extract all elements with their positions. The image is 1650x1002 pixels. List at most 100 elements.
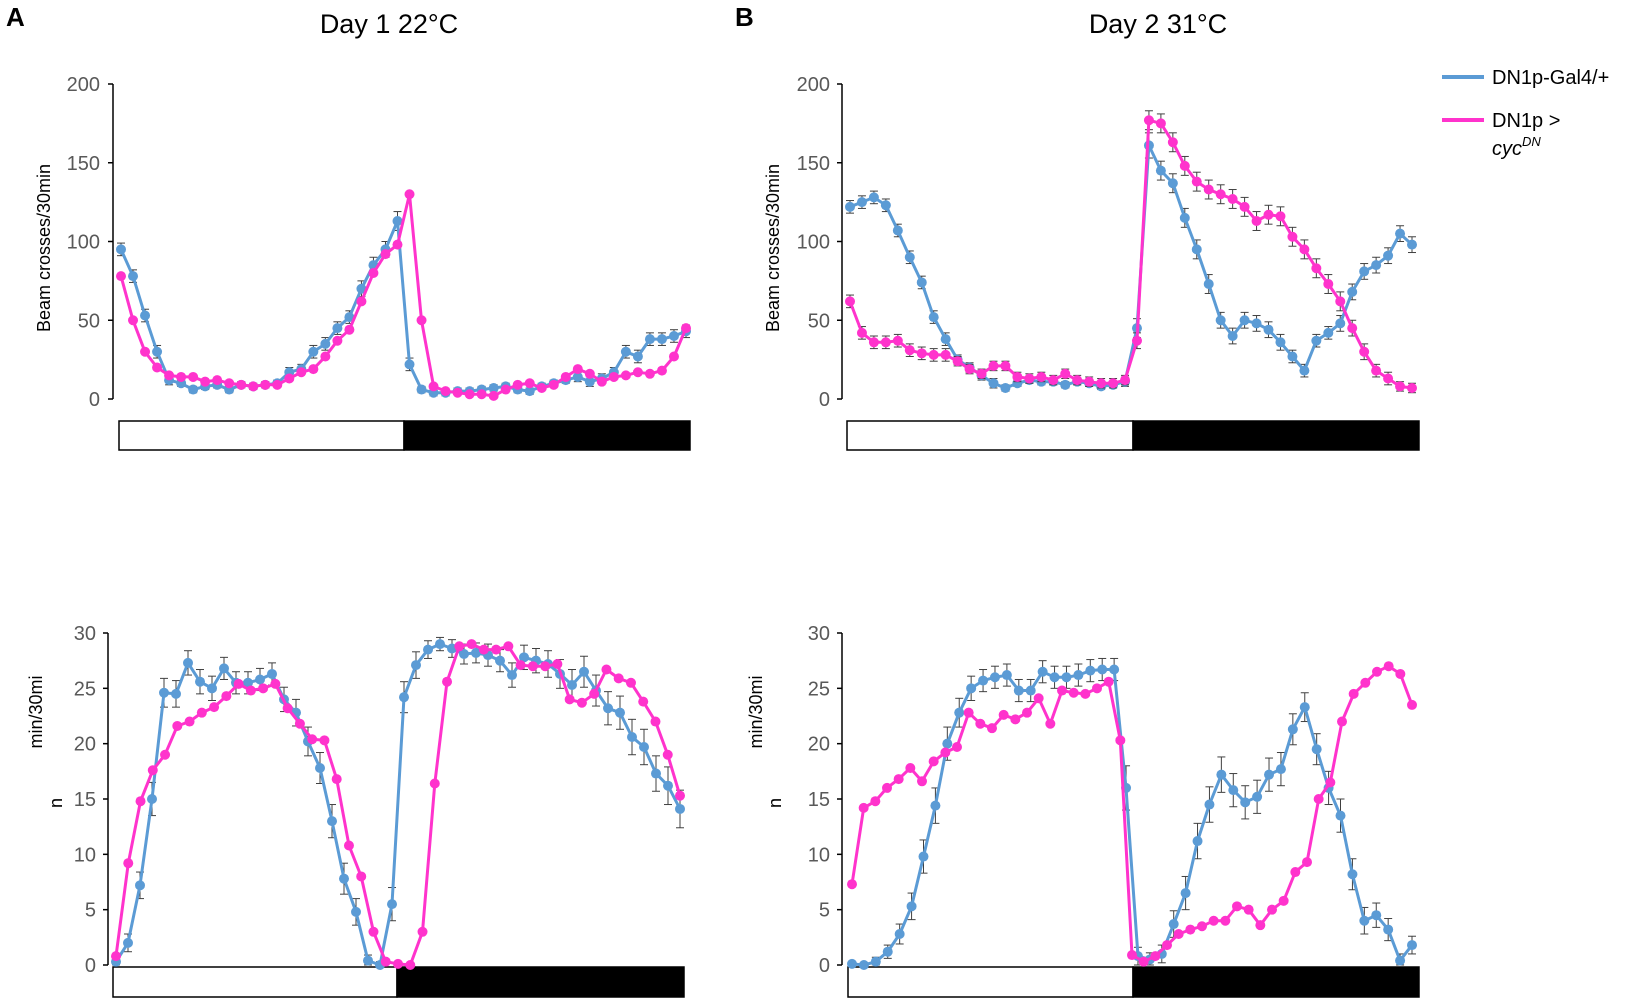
data-point — [638, 696, 649, 707]
data-point — [1155, 118, 1166, 129]
data-point — [417, 926, 428, 937]
plots: 0 50 100 150 200 0 50 100 150 200 0 5 10 15 20 25 30 0 5 10… — [67, 74, 1417, 977]
data-point — [1323, 279, 1334, 290]
data-point — [221, 691, 232, 702]
y-tick-label: 100 — [67, 232, 100, 254]
data-point — [270, 678, 281, 689]
data-point — [952, 356, 963, 367]
data-point — [1313, 794, 1324, 804]
y-tick-label: 25 — [808, 678, 830, 700]
data-point — [662, 749, 673, 760]
data-point — [1299, 702, 1310, 713]
data-point — [128, 271, 139, 282]
data-point — [500, 384, 511, 395]
data-point — [1347, 286, 1358, 297]
data-point — [1239, 201, 1250, 212]
y-tick-label: 0 — [89, 389, 100, 411]
data-point — [1323, 327, 1334, 338]
series-control — [111, 636, 685, 970]
panel-title-b: Day 2 31°C — [1089, 9, 1227, 39]
dark-phase-bar — [403, 420, 691, 451]
data-point — [1045, 718, 1056, 729]
data-point — [392, 239, 403, 250]
data-point — [1347, 323, 1358, 334]
data-point — [942, 738, 953, 749]
data-point — [411, 660, 421, 671]
data-point — [856, 197, 867, 208]
data-point — [416, 384, 427, 395]
data-point — [524, 386, 535, 397]
dark-phase-bar — [1132, 420, 1420, 451]
data-point — [987, 723, 997, 734]
data-point — [188, 371, 199, 382]
data-point — [1103, 676, 1114, 687]
data-point — [1383, 924, 1394, 935]
data-point — [1395, 228, 1406, 239]
data-point — [320, 351, 331, 362]
data-point — [1251, 216, 1262, 227]
data-point — [1220, 915, 1231, 926]
data-point — [845, 296, 855, 307]
data-point — [1138, 956, 1149, 967]
data-point — [315, 763, 325, 774]
data-point — [1167, 137, 1178, 148]
y-tick-label: 200 — [67, 74, 100, 96]
data-point — [858, 960, 869, 970]
y-tick-label: 25 — [74, 678, 96, 700]
data-point — [171, 688, 181, 699]
dark-phase-bar — [396, 966, 685, 998]
data-point — [405, 960, 416, 970]
data-point — [650, 716, 661, 727]
data-point — [344, 324, 355, 335]
data-point — [116, 271, 126, 282]
data-point — [579, 666, 589, 677]
light-phase-bar — [846, 420, 1134, 451]
data-point — [454, 641, 465, 652]
data-point — [906, 901, 917, 912]
data-point — [123, 937, 133, 948]
data-point — [656, 334, 667, 345]
data-point — [1371, 260, 1382, 271]
data-point — [940, 334, 951, 345]
data-point — [940, 349, 951, 360]
data-point — [1240, 797, 1251, 808]
data-point — [589, 688, 600, 699]
data-point — [296, 367, 307, 378]
data-point — [928, 312, 939, 323]
data-point — [627, 732, 637, 743]
data-point — [870, 796, 881, 807]
data-point — [847, 879, 857, 890]
panel-letter-a: A — [6, 2, 25, 32]
data-point — [1000, 382, 1011, 393]
data-point — [1012, 371, 1023, 382]
data-point — [356, 871, 367, 882]
data-point — [332, 323, 343, 334]
data-point — [1024, 373, 1035, 384]
data-point — [905, 763, 916, 774]
data-point — [435, 639, 445, 650]
data-point — [540, 661, 551, 672]
data-point — [1191, 176, 1202, 187]
data-point — [172, 720, 183, 731]
data-point — [1383, 661, 1394, 672]
data-point — [188, 384, 199, 395]
data-point — [1180, 888, 1191, 899]
data-point — [1395, 381, 1406, 392]
data-point — [928, 756, 939, 767]
data-point — [176, 371, 187, 382]
data-point — [620, 346, 631, 357]
y-tick-label: 0 — [819, 955, 830, 977]
y-tick-label: 0 — [819, 389, 830, 411]
data-point — [918, 851, 929, 862]
data-point — [868, 192, 879, 203]
data-point — [380, 249, 391, 260]
y-tick-label: 0 — [85, 955, 96, 977]
data-point — [1215, 315, 1226, 326]
series-experimental — [847, 661, 1417, 967]
data-point — [1263, 324, 1274, 335]
data-point — [363, 955, 373, 966]
data-point — [308, 364, 319, 375]
data-point — [1311, 263, 1322, 274]
data-point — [1407, 940, 1417, 951]
data-point — [572, 371, 583, 382]
